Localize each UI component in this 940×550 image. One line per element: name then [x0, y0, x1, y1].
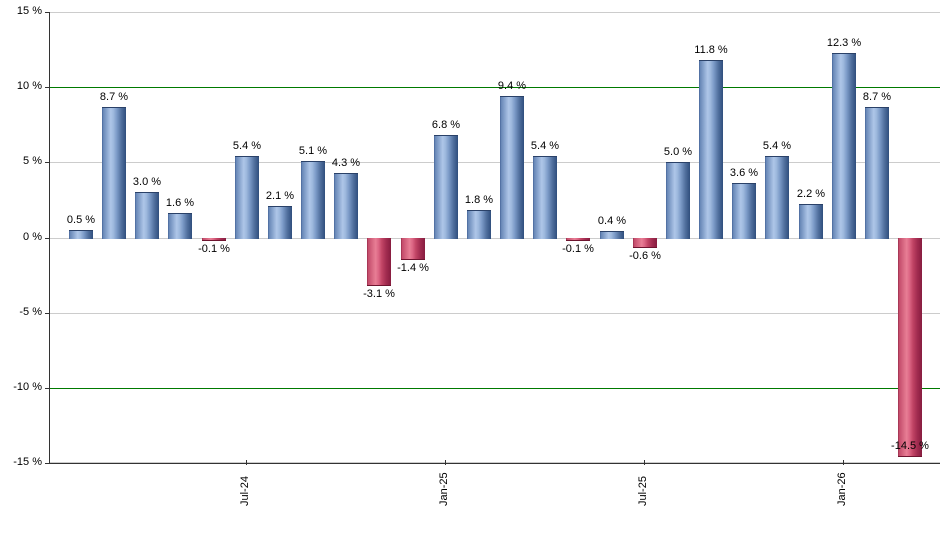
bar-value-label-19: 11.8 % [694, 44, 728, 56]
bar-23 [832, 53, 856, 239]
bar-value-label-15: -0.1 % [562, 243, 594, 255]
bar-11 [434, 135, 458, 239]
x-tick-mark-Jul-24 [246, 460, 247, 465]
bar-value-label-8: 4.3 % [331, 157, 361, 169]
bar-value-label-12: 1.8 % [464, 194, 494, 206]
bar-value-label-2: 3.0 % [132, 176, 162, 188]
plot-area: 0.5 % 8.7 % 3.0 % 1.6 % -0.1 % 5.4 % 2.1 % 5.1 … [49, 12, 940, 464]
y-tick-label-5: 5 % [23, 155, 42, 167]
y-tick-label-10: 10 % [16, 80, 42, 92]
threshold-line-10 [50, 87, 940, 88]
x-tick-label-Jul-25: Jul-25 [637, 476, 649, 506]
bar-value-label-17: -0.6 % [629, 250, 661, 262]
bar-value-label-22: 2.2 % [796, 188, 826, 200]
bar-value-label-6: 2.1 % [265, 190, 295, 202]
bar-20 [732, 183, 756, 239]
y-tick-label--5: -5 % [19, 306, 42, 318]
y-tick-mark [45, 162, 49, 163]
bar-value-label-14: 5.4 % [530, 140, 560, 152]
bar-13 [500, 96, 524, 239]
y-tick-mark [45, 313, 49, 314]
bar-0 [69, 230, 93, 239]
y-tick-mark [45, 388, 49, 389]
bar-2 [135, 192, 159, 239]
gridline--5 [50, 313, 940, 314]
gridline-15 [50, 12, 940, 13]
bar-value-label-16: 0.4 % [597, 215, 627, 227]
bar-1 [102, 107, 126, 239]
bar-12 [467, 210, 491, 239]
bar-14 [533, 156, 557, 239]
bar-value-label-0: 0.5 % [66, 214, 96, 226]
y-tick-mark [45, 12, 49, 13]
bar-value-label-4: -0.1 % [198, 243, 230, 255]
y-tick-mark [45, 87, 49, 88]
y-tick-label--15: -15 % [13, 456, 42, 468]
bar-16 [600, 231, 624, 239]
bar-6 [268, 206, 292, 239]
x-tick-mark-Jan-26 [843, 460, 844, 465]
gridline-5 [50, 162, 940, 163]
gridline--15 [50, 462, 940, 463]
x-tick-mark-Jan-25 [445, 460, 446, 465]
bar-value-label-20: 3.6 % [729, 167, 759, 179]
bar-value-label-3: 1.6 % [165, 197, 195, 209]
y-tick-mark [45, 463, 49, 464]
bar-24 [865, 107, 889, 239]
x-tick-label-Jul-24: Jul-24 [239, 476, 251, 506]
bar-value-label-21: 5.4 % [762, 140, 792, 152]
y-tick-label-0: 0 % [23, 231, 42, 243]
bar-15 [566, 238, 590, 241]
bar-8 [334, 173, 358, 239]
bar-21 [765, 156, 789, 239]
bar-3 [168, 213, 192, 239]
x-tick-mark-Jul-25 [644, 460, 645, 465]
bar-value-label-1: 8.7 % [99, 91, 129, 103]
bar-value-label-13: 9.4 % [497, 80, 527, 92]
bar-value-label-11: 6.8 % [431, 119, 461, 131]
bar-9 [367, 238, 391, 286]
bar-value-label-18: 5.0 % [663, 146, 693, 158]
y-tick-label-15: 15 % [16, 5, 42, 17]
bar-18 [666, 162, 690, 239]
y-tick-label--10: -10 % [13, 381, 42, 393]
bar-25 [898, 238, 922, 457]
x-tick-label-Jan-26: Jan-26 [836, 472, 848, 506]
bar-value-label-9: -3.1 % [363, 288, 395, 300]
bar-value-label-5: 5.4 % [232, 140, 262, 152]
y-tick-mark [45, 238, 49, 239]
bar-value-label-23: 12.3 % [826, 37, 862, 49]
bar-value-label-24: 8.7 % [862, 91, 892, 103]
threshold-line--10 [50, 388, 940, 389]
bar-5 [235, 156, 259, 239]
bar-22 [799, 204, 823, 239]
bar-value-label-25: -14.5 % [891, 440, 929, 452]
bar-value-label-10: -1.4 % [397, 262, 429, 274]
x-tick-label-Jan-25: Jan-25 [438, 472, 450, 506]
bar-7 [301, 161, 325, 239]
bar-value-label-7: 5.1 % [298, 145, 328, 157]
bar-19 [699, 60, 723, 239]
bar-4 [202, 238, 226, 241]
gridline-0 [50, 238, 940, 239]
bar-10 [401, 238, 425, 260]
bar-17 [633, 238, 657, 248]
